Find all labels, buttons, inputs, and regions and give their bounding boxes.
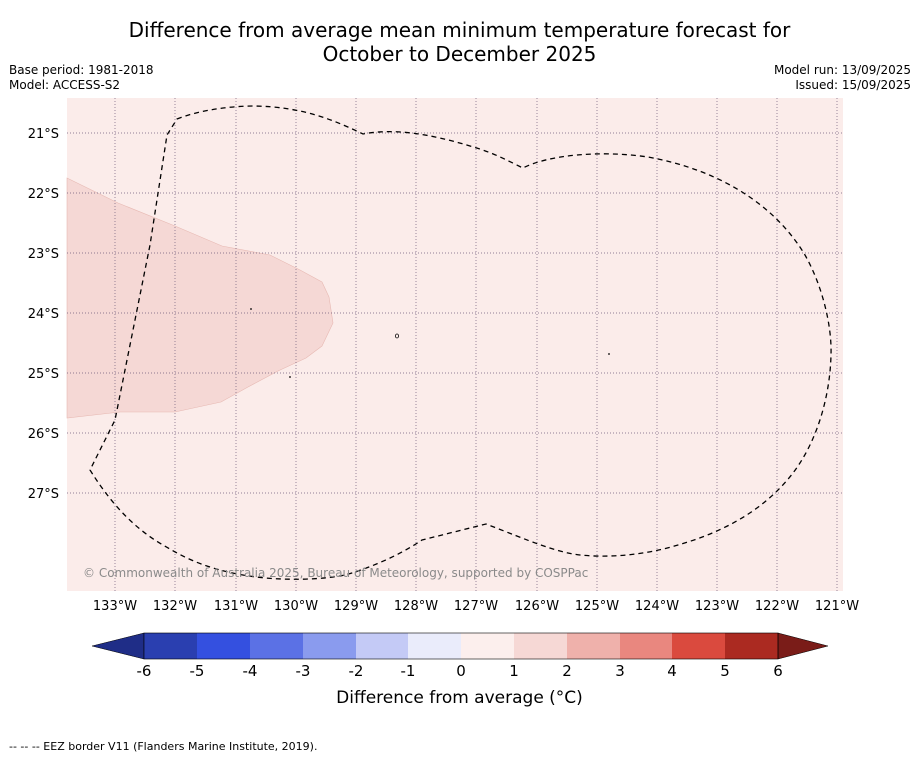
model-run: Model run: 13/09/2025 bbox=[773, 63, 911, 77]
colorbar: -6 -5 -4 -3 -2 -1 0 1 2 3 4 5 6 bbox=[91, 632, 829, 680]
meta-right: Model run: 13/09/2025 Issued: 15/09/2025 bbox=[774, 63, 911, 93]
lon-labels: 133°W 132°W 131°W 130°W 129°W 128°W 127°… bbox=[93, 599, 859, 614]
island-marker bbox=[289, 376, 291, 378]
colorbar-tick: -3 bbox=[296, 662, 311, 680]
lon-label: 127°W bbox=[454, 599, 498, 614]
colorbar-extend-low bbox=[91, 632, 145, 660]
lat-gridlines bbox=[67, 132, 843, 494]
warm-anomaly-region bbox=[66, 177, 334, 419]
lon-label: 131°W bbox=[214, 599, 258, 614]
lon-label: 126°W bbox=[515, 599, 559, 614]
colorbar-segment bbox=[725, 633, 778, 659]
colorbar-extend-high bbox=[777, 632, 829, 660]
colorbar-title: Difference from average (°C) bbox=[336, 688, 583, 708]
colorbar-tick: 2 bbox=[562, 662, 572, 680]
lon-label: 125°W bbox=[575, 599, 619, 614]
lat-labels: 21°S 22°S 23°S 24°S 25°S 26°S 27°S bbox=[28, 127, 59, 502]
lon-label: 130°W bbox=[274, 599, 318, 614]
colorbar-segment bbox=[356, 633, 408, 659]
base-period: Base period: 1981-2018 bbox=[9, 63, 154, 77]
colorbar-segment bbox=[461, 633, 514, 659]
island-marker bbox=[250, 308, 252, 310]
colorbar-segment bbox=[197, 633, 250, 659]
lon-label: 132°W bbox=[153, 599, 197, 614]
meta-left: Base period: 1981-2018 Model: ACCESS-S2 bbox=[9, 63, 154, 93]
lat-label: 24°S bbox=[28, 307, 59, 322]
colorbar-tick: 4 bbox=[667, 662, 677, 680]
colorbar-ticks: -6 -5 -4 -3 -2 -1 0 1 2 3 4 5 6 bbox=[137, 662, 783, 680]
lon-label: 124°W bbox=[635, 599, 679, 614]
map-title: Difference from average mean minimum tem… bbox=[0, 18, 919, 66]
model-name: Model: ACCESS-S2 bbox=[9, 78, 121, 92]
eez-border bbox=[89, 105, 832, 580]
colorbar-segment bbox=[408, 633, 461, 659]
colorbar-segment bbox=[672, 633, 725, 659]
colorbar-segment bbox=[250, 633, 303, 659]
lat-label: 21°S bbox=[28, 127, 59, 142]
colorbar-tick: 6 bbox=[773, 662, 783, 680]
lat-label: 26°S bbox=[28, 427, 59, 442]
lon-label: 133°W bbox=[93, 599, 137, 614]
colorbar-tick: 0 bbox=[456, 662, 466, 680]
colorbar-tick: 3 bbox=[615, 662, 625, 680]
lon-label: 129°W bbox=[334, 599, 378, 614]
colorbar-outline bbox=[143, 632, 779, 660]
lon-gridlines bbox=[114, 98, 838, 591]
colorbar-segment bbox=[567, 633, 620, 659]
lon-label: 123°W bbox=[695, 599, 739, 614]
colorbar-segment bbox=[303, 633, 356, 659]
colorbar-tick: -6 bbox=[137, 662, 152, 680]
lat-label: 22°S bbox=[28, 187, 59, 202]
island-marker bbox=[608, 353, 610, 355]
colorbar-segment bbox=[620, 633, 672, 659]
colorbar-tick: -1 bbox=[401, 662, 416, 680]
lon-label: 121°W bbox=[815, 599, 859, 614]
map-panel: © Commonwealth of Australia 2025, Bureau… bbox=[66, 98, 843, 591]
copyright-notice: © Commonwealth of Australia 2025, Bureau… bbox=[83, 566, 588, 580]
lat-label: 23°S bbox=[28, 247, 59, 262]
colorbar-tick: -2 bbox=[349, 662, 364, 680]
lon-label: 128°W bbox=[394, 599, 438, 614]
lon-label: 122°W bbox=[755, 599, 799, 614]
colorbar-segment bbox=[514, 633, 567, 659]
title-line-2: October to December 2025 bbox=[322, 42, 597, 66]
lat-label: 27°S bbox=[28, 487, 59, 502]
colorbar-tick: -4 bbox=[243, 662, 258, 680]
eez-legend-note: -- -- -- EEZ border V11 (Flanders Marine… bbox=[9, 740, 318, 753]
colorbar-tick: 5 bbox=[720, 662, 730, 680]
colorbar-segment bbox=[144, 633, 197, 659]
title-line-1: Difference from average mean minimum tem… bbox=[128, 18, 791, 42]
issued-date: Issued: 15/09/2025 bbox=[795, 78, 911, 92]
island-marker bbox=[394, 333, 399, 339]
colorbar-tick: 1 bbox=[509, 662, 519, 680]
lat-label: 25°S bbox=[28, 367, 59, 382]
colorbar-tick: -5 bbox=[190, 662, 205, 680]
